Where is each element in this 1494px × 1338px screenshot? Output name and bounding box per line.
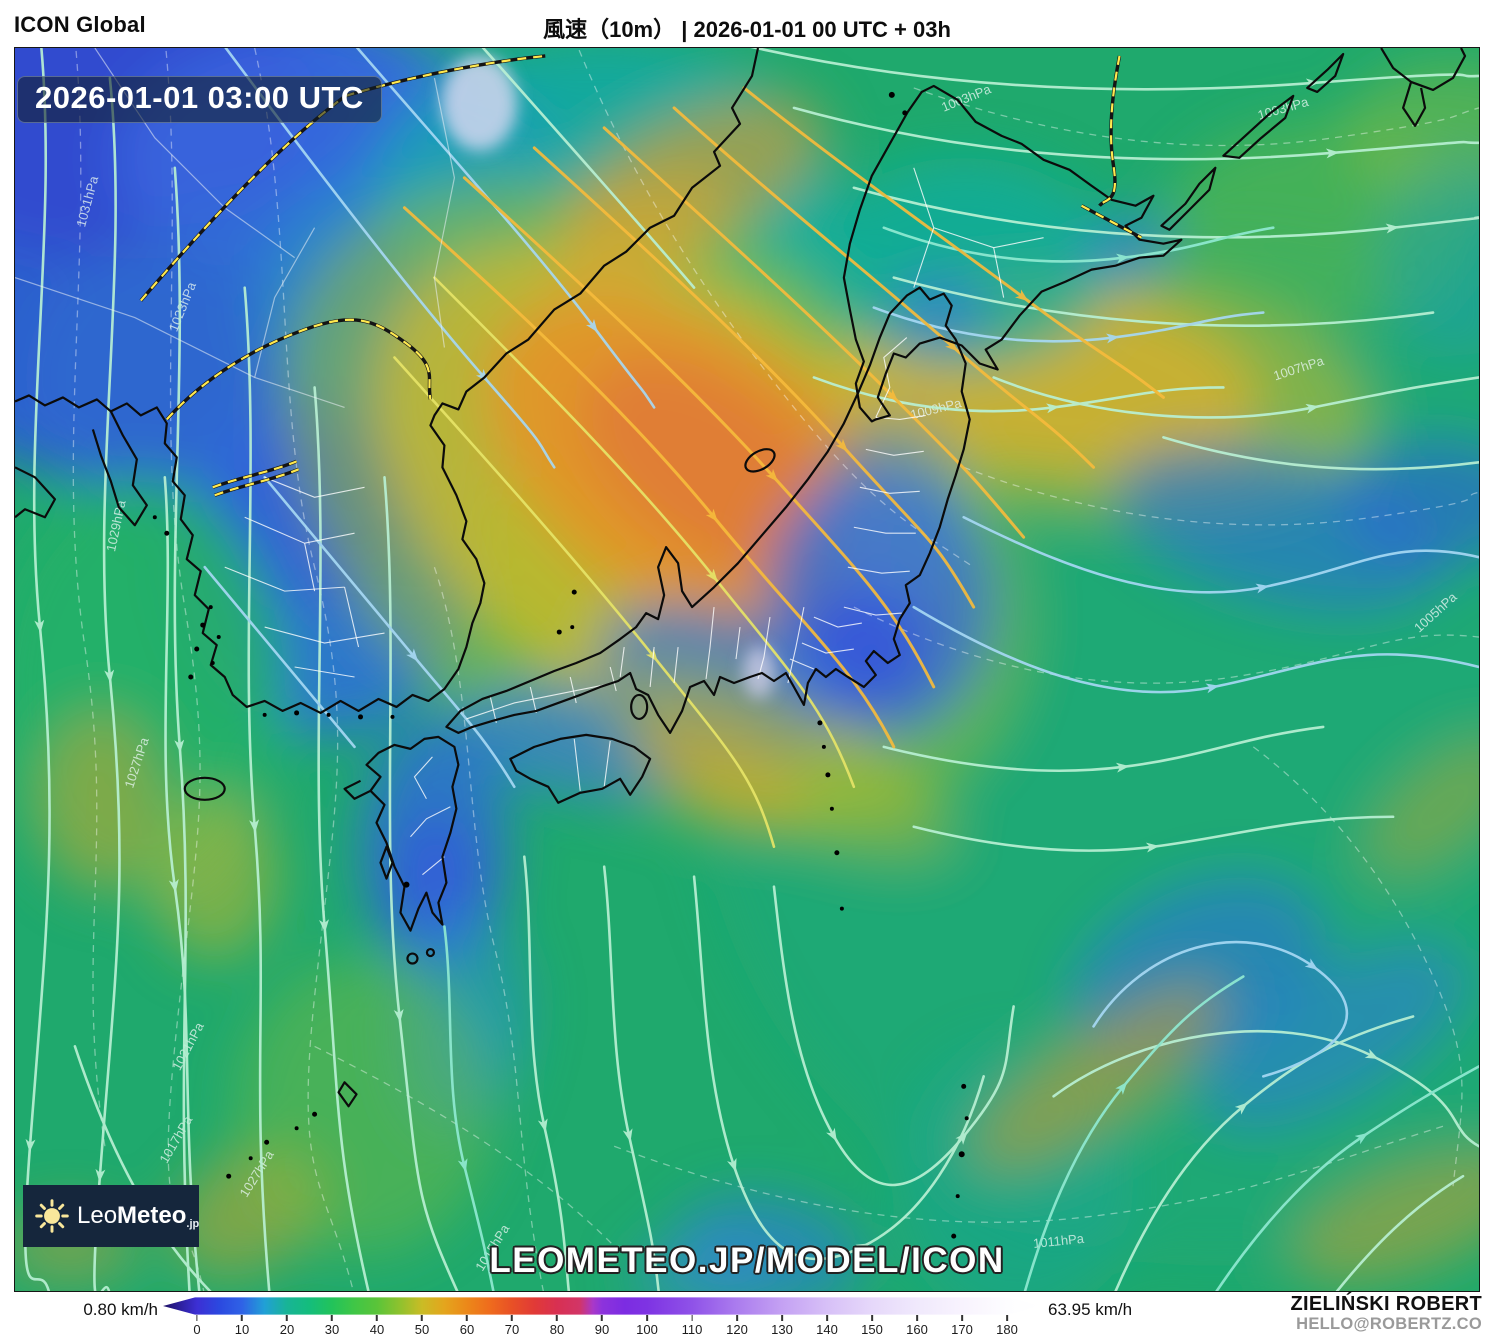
legend-tick: 80 [550, 1315, 564, 1337]
legend-min-label: 0.80 km/h [83, 1300, 158, 1319]
leometeo-sun-icon [35, 1199, 69, 1233]
legend-tick: 150 [861, 1315, 883, 1337]
legend-tick: 180 [996, 1315, 1018, 1337]
timestamp-overlay: 2026-01-01 03:00 UTC [17, 76, 382, 123]
isobar-label: 1011hPa [1032, 1231, 1085, 1251]
coastlines [15, 48, 1467, 1108]
legend-tick: 170 [951, 1315, 973, 1337]
logo-tld: .jp [186, 1218, 200, 1230]
weather-map-canvas: 1031hPa 1023hPa 1029hPa 1027hPa 1021hPa … [14, 47, 1480, 1292]
legend-tick: 60 [460, 1315, 474, 1337]
leometeo-logo-text: LeoMeteo.jp [77, 1202, 199, 1230]
color-scale-ticks: 0 10 20 30 40 50 60 70 80 90 100 110 120 130 140 150 160… [163, 1315, 1040, 1337]
high-wind-white-patches [441, 54, 775, 698]
legend-tick: 140 [816, 1315, 838, 1337]
legend-tick: 110 [682, 1315, 702, 1337]
legend-tick: 130 [771, 1315, 793, 1337]
wind-field-svg: 1031hPa 1023hPa 1029hPa 1027hPa 1021hPa … [15, 48, 1479, 1291]
credit-email: HELLO@ROBERTZ.CO [1296, 1315, 1482, 1333]
leometeo-logo: LeoMeteo.jp [23, 1185, 199, 1247]
model-name-label: ICON Global [14, 12, 146, 37]
legend-tick: 0 [193, 1315, 201, 1337]
wind-streamlines [24, 48, 1479, 1291]
credit-name: ZIELIŃSKI ROBERT [1290, 1293, 1482, 1315]
legend-tick: 40 [370, 1315, 384, 1337]
logo-leo: Leo [77, 1202, 118, 1229]
legend-tick: 10 [235, 1315, 249, 1337]
legend-tick: 20 [280, 1315, 294, 1337]
legend-max-label: 63.95 km/h [1048, 1300, 1133, 1319]
logo-meteo: Meteo [117, 1202, 187, 1229]
legend-tick: 70 [505, 1315, 519, 1337]
credit-block: ZIELIŃSKI ROBERT HELLO@ROBERTZ.CO [1291, 1293, 1482, 1333]
legend-tick: 120 [726, 1315, 748, 1337]
legend-tick: 30 [325, 1315, 339, 1337]
province-borders [15, 48, 456, 408]
page-title: 風速（10m） | 2026-01-01 00 UTC + 03h [543, 17, 951, 42]
header-bar: ICON Global 風速（10m） | 2026-01-01 00 UTC … [0, 0, 1494, 47]
watermark-url: LEOMETEO.JP/MODEL/ICON [489, 1241, 1005, 1280]
legend-tick: 160 [906, 1315, 928, 1337]
color-scale-bar [163, 1297, 1040, 1315]
legend-bar: 0.80 km/h 0 10 20 30 40 50 60 70 80 90 100 110 120 13… [0, 1292, 1494, 1338]
legend-tick: 90 [595, 1315, 609, 1337]
legend-tick: 50 [415, 1315, 429, 1337]
legend-tick: 100 [636, 1315, 658, 1337]
prefecture-borders [224, 167, 1044, 876]
border-dashed-yellow [139, 54, 1143, 497]
